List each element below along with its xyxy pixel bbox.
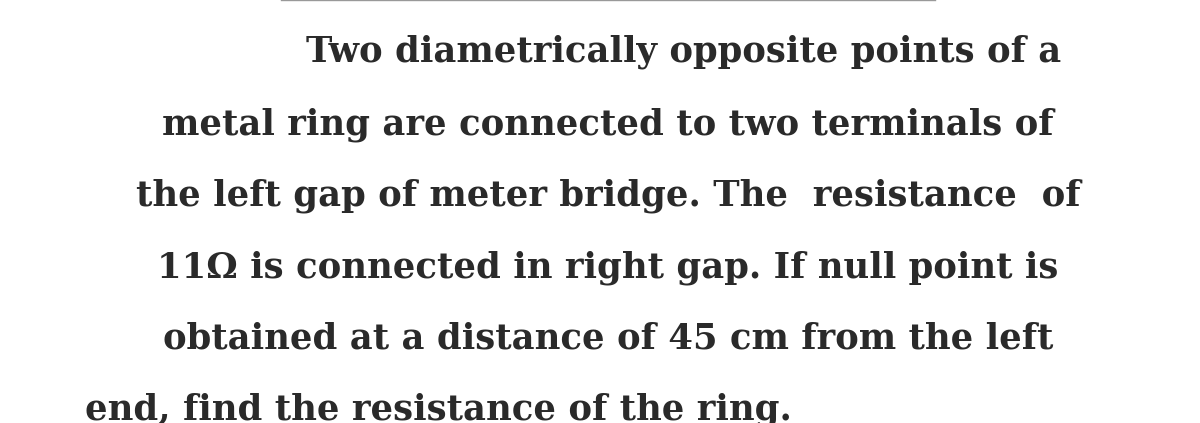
Text: 11Ω is connected in right gap. If null point is: 11Ω is connected in right gap. If null p… [157, 250, 1058, 285]
Text: end, find the resistance of the ring.: end, find the resistance of the ring. [85, 392, 792, 423]
Text: Two diametrically opposite points of a: Two diametrically opposite points of a [306, 35, 1062, 69]
Text: obtained at a distance of 45 cm from the left: obtained at a distance of 45 cm from the… [163, 321, 1054, 355]
Text: metal ring are connected to two terminals of: metal ring are connected to two terminal… [162, 108, 1054, 142]
Text: the left gap of meter bridge. The  resistance  of: the left gap of meter bridge. The resist… [136, 179, 1080, 213]
